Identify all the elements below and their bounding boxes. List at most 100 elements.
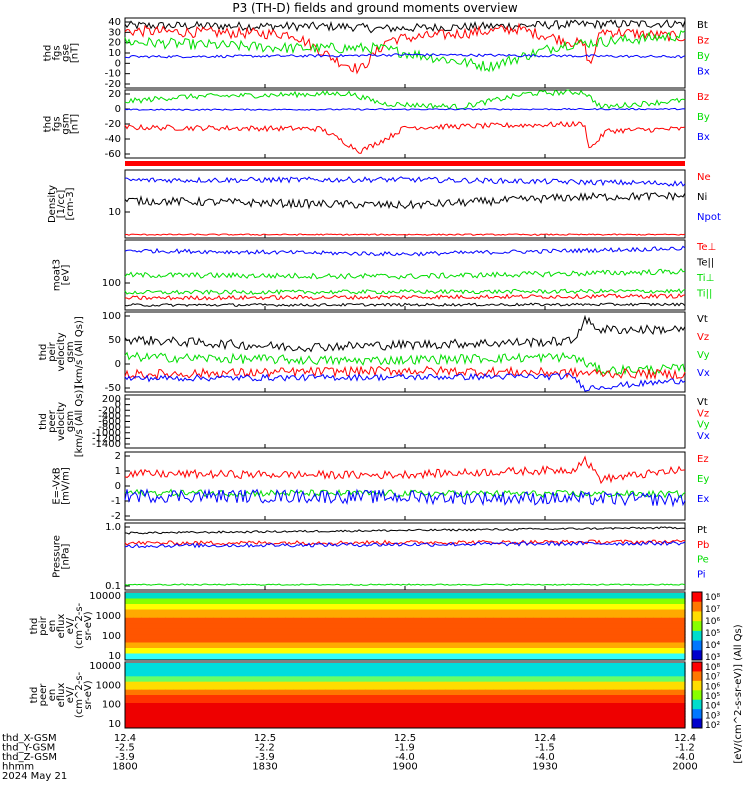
ylabel-vel-ion: thdpeirvelocitygsm[km/s (All Qs)] [38,316,85,388]
spectro-ion-cell [501,631,510,635]
spectro-ion-cell [525,653,534,657]
spectro-elec-cell [549,711,558,715]
spectro-elec-cell [621,695,630,699]
spectro-elec-cell [397,721,406,725]
spectro-elec-cell [621,692,630,696]
spectro-ion-cell [629,626,638,630]
spectro-ion-cell [557,601,566,605]
spectro-ion-cell [357,634,366,638]
ytick-vel-elec-5: -800 [98,422,121,433]
spectro-elec-cell [525,713,534,717]
spectro-elec-cell [621,673,630,677]
spectro-ion-cell [469,634,478,638]
spectro-ion-cell [245,656,254,660]
spectro-elec-cell [437,663,446,667]
spectro-elec-cell [309,668,318,672]
spectro-elec-cell [461,719,470,723]
spectro-elec-cell [213,692,222,696]
spectro-elec-cell [589,668,598,672]
spectro-elec-cell [165,671,174,675]
spectro-ion-cell [125,648,134,652]
spectro-ion-cell [397,612,406,616]
spectro-elec-cell [349,721,358,725]
spectro-ion-cell [517,617,526,622]
spectro-ion-cell [597,609,606,613]
spectro-ion-cell [157,639,166,644]
spectro-elec-cell [629,692,638,696]
spectro-ion-cell [365,634,374,638]
spectro-elec-cell [173,721,182,725]
spectro-elec-cell [173,681,182,685]
spectro-ion-cell [317,637,326,641]
xaxis-t-0: 1800 [112,762,137,773]
spectro-ion-cell [157,617,166,622]
spectro-elec-cell [301,705,310,709]
spectro-ion-cell [525,634,534,638]
spectro-ion-cell [205,631,214,635]
spectro-ion-cell [373,615,382,619]
spectro-ion-cell [669,609,678,613]
spectro-elec-cell [309,687,318,691]
spectro-ion-cell [341,595,350,600]
spectro-elec-cell [669,668,678,672]
spectro-ion-cell [549,617,558,622]
spectro-elec-cell [349,697,358,701]
spectro-ion-cell [125,601,134,605]
spectro-ion-cell [445,617,454,622]
spectro-ion-cell [245,626,254,630]
spectro-elec-cell [413,695,422,699]
spectro-ion-cell [229,628,238,633]
spectro-ion-cell [173,617,182,622]
spectro-elec-cell [397,705,406,709]
spectro-elec-cell [181,684,190,688]
spectro-ion-cell [141,601,150,605]
spectro-elec-cell [237,708,246,712]
spectro-ion-cell [621,626,630,630]
spectro-elec-cell [181,689,190,693]
spectro-elec-cell [509,716,518,720]
spectro-elec-cell [309,673,318,677]
spectro-ion-cell [525,645,534,649]
spectro-elec-cell [221,673,230,677]
spectro-elec-cell [541,724,550,728]
spectro-elec-cell [485,721,494,725]
spectro-ion-cell [669,623,678,627]
spectro-ion-cell [413,612,422,616]
spectro-elec-cell [525,705,534,709]
spectro-ion-cell [445,595,454,600]
spectro-elec-cell [445,671,454,675]
spectro-elec-cell [517,676,526,680]
spectro-elec-cell [357,716,366,720]
spectro-ion-cell [381,648,390,652]
spectro-ion-cell [621,601,630,605]
spectro-ion-cell [565,648,574,652]
spectro-elec-cell [341,700,350,704]
spectro-ion-cell [565,593,574,597]
spectro-elec-cell [181,663,190,667]
xaxis-x-0: 12.4 [114,733,136,744]
spectro-elec-cell [165,687,174,691]
spectro-ion-cell [165,628,174,633]
colorbar-ion-seg [692,592,702,603]
spectro-ion-cell [493,612,502,616]
spectro-elec-cell [397,692,406,696]
spectro-elec-cell [421,713,430,717]
spectro-ion-cell [549,653,558,657]
spectro-elec-cell [141,671,150,675]
spectro-elec-cell [445,665,454,669]
spectro-elec-cell [277,703,286,707]
spectro-ion-cell [333,648,342,652]
spectro-elec-cell [565,716,574,720]
spectro-elec-cell [181,719,190,723]
spectro-ion-cell [213,617,222,622]
spectro-elec-cell [413,673,422,677]
spectro-ion-cell [213,642,222,646]
spectro-ion-cell [429,639,438,644]
spectro-ion-cell [189,620,198,624]
spectro-ion-cell [437,615,446,619]
spectro-elec-cell [557,671,566,675]
spectro-elec-cell [245,705,254,709]
colorbar-ion-label-3: 10⁵ [705,629,720,639]
spectro-elec-cell [613,711,622,715]
spectro-elec-cell [229,668,238,672]
